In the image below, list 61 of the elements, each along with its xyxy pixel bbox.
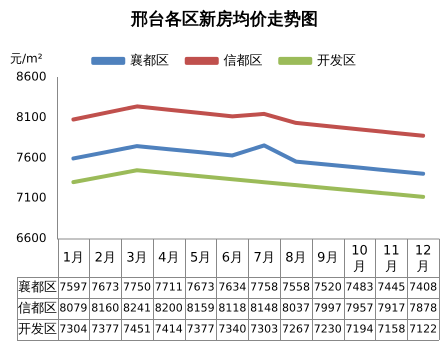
data-label: 8241 [123, 301, 152, 314]
data-label: 8159 [186, 301, 215, 314]
data-label: 7304 [59, 322, 88, 336]
data-label: 7917 [377, 301, 406, 314]
x-tick-label: 3月 [126, 250, 148, 266]
text: 襄都区 [18, 280, 57, 295]
text: 开发区 [18, 322, 57, 337]
y-tick-label: 8600 [16, 70, 47, 84]
legend-label: 信都区 [223, 53, 262, 68]
chart-title: 邢台各区新房均价走势图 [130, 10, 318, 30]
data-label: 7377 [186, 322, 215, 336]
x-tick-label: 2月 [94, 250, 116, 266]
data-label: 7483 [346, 280, 374, 294]
data-label: 7414 [154, 322, 183, 336]
x-tick-label: 10月 [351, 243, 368, 274]
x-tick-label: 11月 [383, 243, 400, 274]
data-label: 7451 [123, 322, 152, 336]
x-tick-label: 12月 [414, 243, 432, 274]
y-tick-label: 8100 [16, 110, 47, 124]
y-tick-label: 7100 [16, 190, 47, 205]
data-label: 8037 [282, 301, 310, 314]
data-label: 7408 [409, 280, 438, 294]
x-tick-label: 7月 [254, 250, 275, 266]
data-label: 7377 [91, 322, 120, 336]
data-label: 8160 [91, 301, 120, 314]
data-label: 7158 [377, 322, 406, 336]
data-label: 7758 [250, 280, 278, 294]
data-label: 7673 [186, 280, 215, 294]
data-label: 8079 [59, 301, 88, 314]
data-label: 7558 [282, 280, 310, 294]
data-label: 7520 [314, 280, 342, 294]
data-label: 7267 [282, 322, 310, 336]
data-label: 7303 [250, 322, 278, 336]
x-tick-label: 8月 [285, 250, 307, 266]
data-label: 8148 [250, 301, 278, 314]
y-tick-label: 6600 [16, 231, 47, 246]
data-label: 7230 [314, 322, 342, 336]
data-label: 8118 [218, 301, 246, 314]
data-label: 7194 [346, 322, 374, 336]
data-label: 7711 [154, 280, 183, 294]
y-axis-title: 元/m² [10, 52, 43, 66]
x-tick-label: 6月 [222, 250, 244, 266]
data-label: 7445 [377, 280, 406, 294]
text: 信都区 [18, 300, 57, 316]
x-tick-label: 4月 [158, 250, 180, 266]
x-tick-label: 9月 [317, 250, 338, 266]
data-label: 7122 [409, 322, 438, 336]
data-label: 8200 [154, 301, 183, 314]
x-tick-label: 1月 [62, 250, 84, 266]
y-tick-label: 7600 [16, 150, 47, 164]
x-tick-label: 5月 [190, 250, 212, 266]
data-label: 7597 [59, 280, 88, 294]
data-label: 7750 [123, 280, 152, 294]
data-label: 7957 [346, 301, 374, 314]
legend-label: 襄都区 [130, 52, 169, 68]
data-label: 7997 [314, 301, 342, 314]
data-label: 7878 [409, 301, 438, 314]
legend-label: 开发区 [316, 53, 356, 68]
data-label: 7340 [218, 322, 246, 336]
data-label: 7634 [218, 280, 246, 294]
data-label: 7673 [91, 280, 120, 294]
